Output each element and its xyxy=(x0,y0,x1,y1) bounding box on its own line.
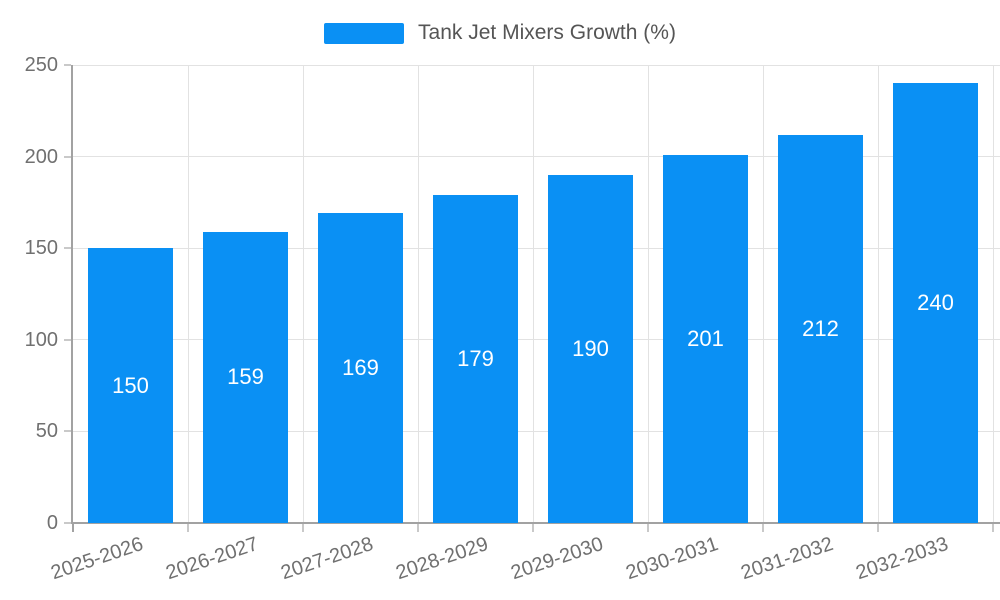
v-gridline xyxy=(762,65,764,523)
h-gridline xyxy=(73,64,1000,66)
x-axis-tick-label: 2028-2029 xyxy=(392,533,491,585)
y-axis-line xyxy=(71,65,73,524)
y-tick xyxy=(64,155,71,158)
bar-value-label: 179 xyxy=(457,346,494,372)
v-gridline xyxy=(992,65,994,523)
y-axis-tick-label: 50 xyxy=(35,420,58,443)
bar[interactable]: 212 xyxy=(778,134,863,523)
y-tick xyxy=(64,247,71,250)
x-tick xyxy=(187,524,189,532)
y-axis-tick-label: 250 xyxy=(24,54,58,76)
y-tick xyxy=(64,338,71,341)
bar[interactable]: 159 xyxy=(203,231,288,523)
bar-value-label: 190 xyxy=(572,335,609,361)
bar-value-label: 150 xyxy=(112,372,149,398)
x-tick xyxy=(762,524,764,532)
h-gridline xyxy=(73,339,1000,341)
bar[interactable]: 240 xyxy=(893,83,978,523)
v-gridline xyxy=(417,65,419,523)
bar-value-label: 212 xyxy=(802,315,839,341)
bar[interactable]: 169 xyxy=(318,213,403,523)
x-axis-line xyxy=(71,522,1000,524)
x-tick xyxy=(992,524,994,532)
x-tick xyxy=(532,524,534,532)
x-tick xyxy=(417,524,419,532)
legend[interactable]: Tank Jet Mixers Growth (%) xyxy=(0,21,1000,45)
bar[interactable]: 201 xyxy=(663,154,748,523)
x-axis-tick-label: 2025-2026 xyxy=(47,533,146,585)
y-tick xyxy=(64,64,71,66)
legend-series-label: Tank Jet Mixers Growth (%) xyxy=(418,21,676,44)
bar[interactable]: 190 xyxy=(548,174,633,523)
v-gridline xyxy=(647,65,649,523)
x-axis-tick-label: 2030-2031 xyxy=(622,533,721,585)
h-gridline xyxy=(73,247,1000,249)
x-axis-tick-label: 2026-2027 xyxy=(162,533,261,585)
v-gridline xyxy=(187,65,189,523)
bar-value-label: 201 xyxy=(687,325,724,351)
x-tick xyxy=(877,524,879,532)
x-tick xyxy=(647,524,649,532)
v-gridline xyxy=(532,65,534,523)
y-axis-tick-label: 100 xyxy=(24,328,58,351)
y-axis-tick-label: 0 xyxy=(46,512,58,534)
h-gridline xyxy=(73,430,1000,432)
y-axis-tick-label: 200 xyxy=(24,145,58,168)
v-gridline xyxy=(877,65,879,523)
bar-value-label: 169 xyxy=(342,355,379,381)
bar[interactable]: 179 xyxy=(433,195,518,523)
y-tick xyxy=(64,522,71,524)
x-tick xyxy=(72,524,74,532)
x-axis-tick-label: 2032-2033 xyxy=(852,533,951,585)
x-tick xyxy=(302,524,304,532)
bar-value-label: 240 xyxy=(917,290,954,316)
y-tick xyxy=(64,430,71,433)
v-gridline xyxy=(302,65,304,523)
x-axis-tick-label: 2027-2028 xyxy=(277,533,376,585)
x-axis-tick-label: 2031-2032 xyxy=(737,533,836,585)
bar[interactable]: 150 xyxy=(88,248,173,523)
y-axis-tick-label: 150 xyxy=(24,237,58,260)
x-axis-tick-label: 2029-2030 xyxy=(507,533,606,585)
legend-swatch-icon xyxy=(324,22,405,44)
bar-value-label: 159 xyxy=(227,364,264,390)
h-gridline xyxy=(73,156,1000,158)
